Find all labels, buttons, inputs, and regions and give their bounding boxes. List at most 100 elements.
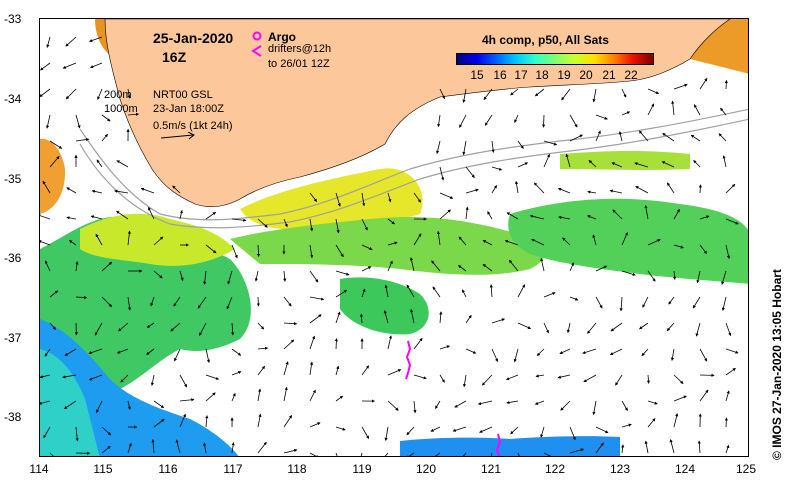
current-vector-arrow	[413, 374, 427, 380]
current-vector-arrow	[565, 153, 571, 168]
sst-patch-west-cyan	[40, 349, 100, 456]
current-vector-arrow	[621, 232, 628, 246]
current-vector-arrow	[588, 160, 597, 168]
current-vector-arrow	[431, 260, 441, 272]
y-tick-label: -38	[4, 410, 22, 424]
current-vectors	[40, 36, 739, 456]
x-tick-label: 114	[29, 462, 49, 476]
current-vector-arrow	[634, 162, 649, 168]
current-vector-arrow	[558, 215, 571, 220]
current-vector-arrow	[508, 259, 519, 272]
current-vector-arrow	[413, 337, 423, 350]
current-vector-arrow	[40, 400, 51, 405]
x-tick-label: 117	[223, 462, 243, 476]
current-vector-arrow	[75, 114, 81, 129]
date-title: 25-Jan-2020	[153, 30, 234, 46]
current-vector-arrow	[517, 162, 529, 168]
current-vector-arrow	[116, 348, 129, 354]
current-vector-arrow	[439, 311, 443, 324]
current-vector-arrow	[533, 182, 545, 194]
current-vector-arrow	[465, 348, 477, 354]
current-vector-arrow	[49, 322, 56, 330]
current-vector-arrow	[540, 257, 545, 272]
current-vector-arrow	[662, 132, 675, 142]
current-vector-arrow	[335, 395, 344, 402]
current-vector-arrow	[482, 263, 493, 272]
current-vector-arrow	[465, 166, 475, 179]
contour-1000m-label: 1000m	[104, 103, 138, 115]
current-source-label: NRT00 GSL	[153, 89, 213, 101]
current-vector-arrow	[510, 426, 519, 435]
x-tick-label: 119	[352, 462, 372, 476]
current-vector-arrow	[647, 418, 656, 428]
current-vector-arrow	[283, 270, 287, 282]
current-vector-arrow	[595, 114, 608, 120]
current-vector-arrow	[309, 452, 320, 456]
current-vector-arrow	[231, 371, 242, 376]
current-vector-arrow	[46, 36, 51, 48]
current-vector-arrow	[335, 192, 341, 207]
current-vector-arrow	[88, 348, 103, 355]
current-vector-arrow	[97, 88, 103, 100]
colorbar-tick: 17	[514, 68, 528, 82]
current-vector-arrow	[439, 209, 451, 220]
current-vector-arrow	[231, 244, 238, 259]
current-vector-arrow	[621, 111, 631, 116]
x-tick-label: 125	[735, 462, 757, 476]
current-vector-arrow	[566, 322, 571, 334]
current-vector-arrow	[439, 374, 445, 383]
argo-legend-icons	[251, 31, 262, 57]
current-vector-arrow	[127, 88, 131, 99]
current-vector-arrow	[560, 400, 571, 411]
contour-200m-label: 200m	[104, 89, 132, 101]
current-vector-arrow	[725, 218, 739, 225]
current-vector-arrow	[309, 218, 314, 232]
current-vector-arrow	[462, 88, 467, 104]
sst-patch-coastal-yellow	[240, 168, 423, 230]
current-vector-arrow	[64, 348, 77, 356]
current-vector-arrow	[699, 348, 708, 362]
current-vector-arrow	[361, 288, 366, 298]
current-vector-arrow	[724, 79, 728, 90]
current-vector-arrow	[44, 348, 51, 357]
current-vector-arrow	[199, 322, 207, 336]
current-vector-arrow	[506, 212, 519, 220]
current-vector-arrow	[543, 322, 549, 334]
current-vector-arrow	[179, 374, 188, 388]
current-vector-arrow	[529, 214, 545, 220]
current-vector-arrow	[534, 88, 545, 97]
current-vector-arrow	[462, 140, 467, 156]
current-vector-arrow	[510, 88, 519, 96]
current-vector-arrow	[491, 166, 503, 171]
current-vector-arrow	[387, 192, 392, 203]
current-vector-arrow	[646, 374, 651, 384]
current-vector-arrow	[257, 365, 266, 376]
current-vector-arrow	[309, 389, 316, 402]
current-vector-arrow	[484, 114, 493, 126]
current-vector-arrow	[256, 244, 261, 258]
current-vector-arrow	[257, 413, 262, 428]
current-vector-arrow	[725, 444, 730, 454]
current-vector-arrow	[49, 140, 63, 149]
current-vector-arrow	[540, 426, 545, 438]
current-vector-arrow	[42, 180, 51, 194]
current-vector-arrow	[116, 210, 129, 220]
current-vector-arrow	[175, 439, 181, 454]
current-vector-arrow	[543, 140, 558, 146]
current-vector-arrow	[153, 270, 163, 279]
current-vector-arrow	[610, 322, 623, 332]
current-vector-arrow	[673, 395, 687, 402]
current-vector-arrow	[618, 131, 623, 142]
colorbar-tick: 21	[602, 68, 616, 82]
current-vector-arrow	[151, 439, 155, 454]
current-vector-arrow	[95, 233, 103, 246]
current-vector-arrow	[432, 286, 441, 298]
current-vector-arrow	[65, 36, 77, 47]
current-vector-arrow	[205, 211, 217, 220]
current-vector-arrow	[668, 296, 675, 305]
current-vector-arrow	[465, 188, 479, 194]
current-vector-arrow	[669, 438, 675, 454]
current-vector-arrow	[430, 426, 441, 432]
current-vector-arrow	[641, 348, 649, 357]
current-vector-arrow	[672, 270, 677, 280]
